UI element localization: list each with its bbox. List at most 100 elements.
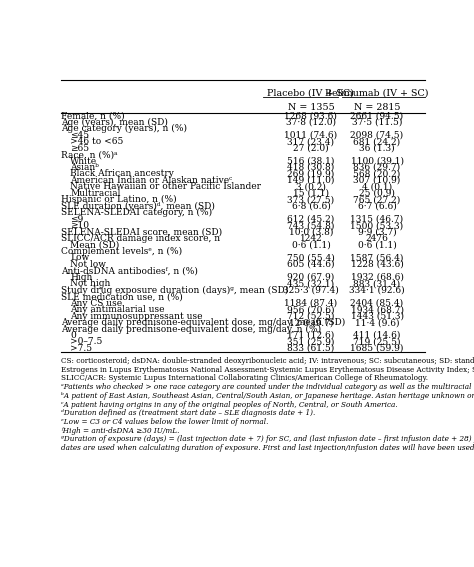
Text: 836 (29.7): 836 (29.7) xyxy=(354,163,401,172)
Text: 325·3 (97.4): 325·3 (97.4) xyxy=(283,286,339,295)
Text: ᵇA patient of East Asian, Southeast Asian, Central/South Asian, or Japanese heri: ᵇA patient of East Asian, Southeast Asia… xyxy=(61,392,474,400)
Text: Age category (years), n (%): Age category (years), n (%) xyxy=(61,124,187,133)
Text: Multiracial: Multiracial xyxy=(70,189,121,198)
Text: 2098 (74.5): 2098 (74.5) xyxy=(350,130,403,139)
Text: 1242: 1242 xyxy=(300,234,322,243)
Text: 334·1 (92.6): 334·1 (92.6) xyxy=(349,286,405,295)
Text: 1184 (87.4): 1184 (87.4) xyxy=(284,299,337,308)
Text: 568 (20.2): 568 (20.2) xyxy=(354,170,401,179)
Text: 1500 (53.3): 1500 (53.3) xyxy=(350,221,403,230)
Text: 317 (23.4): 317 (23.4) xyxy=(287,137,334,146)
Text: Anti-dsDNA antibodiesᶠ, n (%): Anti-dsDNA antibodiesᶠ, n (%) xyxy=(61,266,198,276)
Text: White: White xyxy=(70,156,97,166)
Text: 9·9 (3.7): 9·9 (3.7) xyxy=(358,227,396,236)
Text: dates are used when calculating duration of exposure. First and last injection/i: dates are used when calculating duration… xyxy=(61,444,474,452)
Text: 1011 (74.6): 1011 (74.6) xyxy=(284,130,337,139)
Text: >7.5: >7.5 xyxy=(70,344,92,353)
Text: ᶜA patient having origins in any of the original peoples of North, Central, or S: ᶜA patient having origins in any of the … xyxy=(61,400,398,409)
Text: 2476: 2476 xyxy=(365,234,389,243)
Text: Any CS use: Any CS use xyxy=(70,299,122,308)
Text: Mean (SD): Mean (SD) xyxy=(70,240,119,249)
Text: 612 (45.2): 612 (45.2) xyxy=(287,215,335,224)
Text: SLICC/ACR damage index score, n: SLICC/ACR damage index score, n xyxy=(61,234,220,243)
Text: SELENA-SLEDAI score, mean (SD): SELENA-SLEDAI score, mean (SD) xyxy=(61,227,222,236)
Text: 149 (11.0): 149 (11.0) xyxy=(287,176,335,185)
Text: ≥10: ≥10 xyxy=(70,221,89,230)
Text: >46 to <65: >46 to <65 xyxy=(70,137,124,146)
Text: Complement levelsᵉ, n (%): Complement levelsᵉ, n (%) xyxy=(61,247,182,256)
Text: Race, n (%)ᵃ: Race, n (%)ᵃ xyxy=(61,150,118,159)
Text: 920 (67.9): 920 (67.9) xyxy=(287,273,335,282)
Text: 719 (25.5): 719 (25.5) xyxy=(353,337,401,346)
Text: High: High xyxy=(70,273,92,282)
Text: 37·8 (12.0): 37·8 (12.0) xyxy=(286,118,336,127)
Text: 0: 0 xyxy=(70,331,76,340)
Text: ᶠHigh = anti-dsDNA ≥30 IU/mL.: ᶠHigh = anti-dsDNA ≥30 IU/mL. xyxy=(61,427,180,435)
Text: 2661 (94.5): 2661 (94.5) xyxy=(350,111,403,120)
Text: 0·6 (1.1): 0·6 (1.1) xyxy=(357,240,396,249)
Text: Average daily prednisone-equivalent dose, mg/day, n (%): Average daily prednisone-equivalent dose… xyxy=(61,324,321,333)
Text: 765 (27.2): 765 (27.2) xyxy=(354,195,401,204)
Text: 307 (10.9): 307 (10.9) xyxy=(354,176,401,185)
Text: 883 (31.4): 883 (31.4) xyxy=(354,280,401,288)
Text: 1268 (93.6): 1268 (93.6) xyxy=(284,111,337,120)
Text: Not low: Not low xyxy=(70,260,106,269)
Text: 6·8 (6.6): 6·8 (6.6) xyxy=(292,202,330,211)
Text: 25 (0.9): 25 (0.9) xyxy=(359,189,395,198)
Text: 6·7 (6.6): 6·7 (6.6) xyxy=(357,202,396,211)
Text: SLICC/ACR: Systemic Lupus International Collaborating Clinics/American College o: SLICC/ACR: Systemic Lupus International … xyxy=(61,374,428,382)
Text: Black African ancestry: Black African ancestry xyxy=(70,170,174,179)
Text: Native Hawaiian or other Pacific Islander: Native Hawaiian or other Pacific Islande… xyxy=(70,183,261,192)
Text: 373 (27.5): 373 (27.5) xyxy=(287,195,335,204)
Text: 956 (70.6): 956 (70.6) xyxy=(287,305,335,314)
Text: 27 (2.0): 27 (2.0) xyxy=(293,143,328,153)
Text: Low: Low xyxy=(70,253,90,263)
Text: 516 (38.1): 516 (38.1) xyxy=(287,156,335,166)
Text: ≤45: ≤45 xyxy=(70,130,90,139)
Text: CS: corticosteroid; dsDNA: double-stranded deoxyribonucleic acid; IV: intravenou: CS: corticosteroid; dsDNA: double-strand… xyxy=(61,357,474,365)
Text: ᵃPatients who checked > one race category are counted under the individual categ: ᵃPatients who checked > one race categor… xyxy=(61,383,474,391)
Text: 2404 (85.4): 2404 (85.4) xyxy=(350,299,403,308)
Text: 1315 (46.7): 1315 (46.7) xyxy=(350,215,403,224)
Text: 750 (55.4): 750 (55.4) xyxy=(287,253,335,263)
Text: 605 (44.6): 605 (44.6) xyxy=(287,260,335,269)
Text: 743 (54.8): 743 (54.8) xyxy=(287,221,335,230)
Text: American Indian or Alaskan nativeᶜ: American Indian or Alaskan nativeᶜ xyxy=(70,176,233,185)
Text: 1685 (59.9): 1685 (59.9) xyxy=(350,344,404,353)
Text: Estrogens in Lupus Erythematosus National Assessment-Systemic Lupus Erythematosu: Estrogens in Lupus Erythematosus Nationa… xyxy=(61,366,474,374)
Text: ᵉLow = C3 or C4 values below the lower limit of normal.: ᵉLow = C3 or C4 values below the lower l… xyxy=(61,418,268,426)
Text: Any immunosuppressant use: Any immunosuppressant use xyxy=(70,312,203,320)
Text: 3 (0.2): 3 (0.2) xyxy=(296,183,326,192)
Text: 1932 (68.6): 1932 (68.6) xyxy=(351,273,403,282)
Text: Placebo (IV + SC): Placebo (IV + SC) xyxy=(267,89,355,98)
Text: 1443 (51.3): 1443 (51.3) xyxy=(350,312,403,320)
Text: 1934 (68.7): 1934 (68.7) xyxy=(350,305,403,314)
Text: 171 (12.6): 171 (12.6) xyxy=(287,331,335,340)
Text: ≤9: ≤9 xyxy=(70,215,83,224)
Text: SLE medication use, n (%): SLE medication use, n (%) xyxy=(61,292,183,301)
Text: 411 (14.6): 411 (14.6) xyxy=(353,331,401,340)
Text: 15 (1.1): 15 (1.1) xyxy=(293,189,329,198)
Text: 4 (0.1): 4 (0.1) xyxy=(362,183,392,192)
Text: SLE duration (years)ᵈ, mean (SD): SLE duration (years)ᵈ, mean (SD) xyxy=(61,202,215,211)
Text: 1587 (56.4): 1587 (56.4) xyxy=(350,253,404,263)
Text: 269 (19.9): 269 (19.9) xyxy=(287,170,335,179)
Text: 418 (30.8): 418 (30.8) xyxy=(287,163,335,172)
Text: ᵈDuration defined as (treatment start date – SLE diagnosis date + 1).: ᵈDuration defined as (treatment start da… xyxy=(61,409,315,417)
Text: Female, n (%): Female, n (%) xyxy=(61,111,125,120)
Text: 681 (24.2): 681 (24.2) xyxy=(354,137,401,146)
Text: 12·0 (9.7): 12·0 (9.7) xyxy=(289,318,333,327)
Text: Belimumab (IV + SC): Belimumab (IV + SC) xyxy=(325,89,429,98)
Text: 435 (32.1): 435 (32.1) xyxy=(287,280,335,288)
Text: Not high: Not high xyxy=(70,280,110,288)
Text: Age (years), mean (SD): Age (years), mean (SD) xyxy=(61,118,168,127)
Text: Asianᵇ: Asianᵇ xyxy=(70,163,99,172)
Text: >0–7.5: >0–7.5 xyxy=(70,337,103,346)
Text: Hispanic or Latino, n (%): Hispanic or Latino, n (%) xyxy=(61,195,177,204)
Text: 351 (25.9): 351 (25.9) xyxy=(287,337,335,346)
Text: 11·4 (9.6): 11·4 (9.6) xyxy=(355,318,399,327)
Text: 37·5 (11.5): 37·5 (11.5) xyxy=(352,118,402,127)
Text: 1100 (39.1): 1100 (39.1) xyxy=(350,156,403,166)
Text: ᵍDuration of exposure (days) = (last injection date + 7) for SC, and (last infus: ᵍDuration of exposure (days) = (last inj… xyxy=(61,435,474,443)
Text: 0·6 (1.1): 0·6 (1.1) xyxy=(292,240,330,249)
